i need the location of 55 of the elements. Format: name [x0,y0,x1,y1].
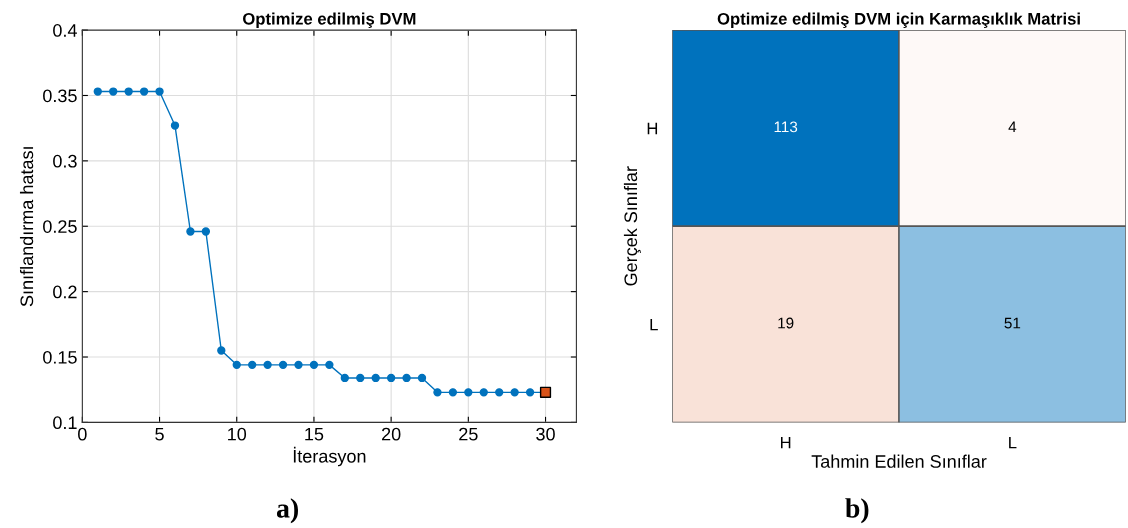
point [139,87,149,96]
y-tick-label: 0.3 [53,154,77,168]
point [510,388,519,397]
data-label: 19 [778,317,794,329]
point [109,87,118,96]
point [386,373,396,383]
point [448,388,458,397]
point [155,87,164,96]
point [356,373,365,383]
point [278,360,288,370]
y-tick-label: 0.35 [43,89,77,103]
y-axis-title: Sınıflandırma hatası [19,147,34,307]
point [186,227,195,236]
y-tick-label: 0.15 [43,350,77,364]
point [93,87,102,96]
point [309,360,319,370]
data-label: 4 [1008,121,1017,133]
x-tick-label: 25 [459,427,478,441]
data-label: 113 [774,121,798,133]
point [495,388,504,397]
x-tick-label: 15 [305,427,324,441]
y-tick-label: 0.25 [43,220,77,233]
x-tick-label: 20 [382,427,401,441]
point [340,373,349,383]
y-tick-label: 0.1 [53,416,77,430]
point [402,373,411,383]
x-tick-label: 10 [228,427,247,441]
point [124,87,133,96]
point [201,227,211,236]
chart-title: Optimize edilmiş DVM için Karmaşıklık Matrisi [717,12,1080,28]
point [232,360,241,370]
point [263,360,272,370]
point [417,373,427,383]
point [479,388,488,397]
x-axis-title: İterasyon [293,446,366,467]
point [464,388,473,397]
text: b) [845,498,869,524]
point [525,388,535,397]
data-label: 51 [1004,317,1021,329]
x-axis-title: Tahmin Edilen Sınıflar [811,454,987,468]
point [325,360,334,370]
point [433,388,442,397]
x-tick-label: 5 [155,427,164,441]
y-tick-label: 0.4 [53,24,77,37]
point [371,373,380,383]
x-tick-label: 30 [536,427,555,441]
y-tick-label: 0.2 [53,285,77,299]
x-tick-label: 0 [78,427,87,441]
point [170,121,180,130]
point [248,360,257,370]
chart-title: Optimize edilmiş DVM [243,12,416,28]
text: a) [276,498,298,524]
y-axis-title: Gerçek Sınıflar [623,166,641,286]
point [217,346,226,355]
point [294,360,303,370]
